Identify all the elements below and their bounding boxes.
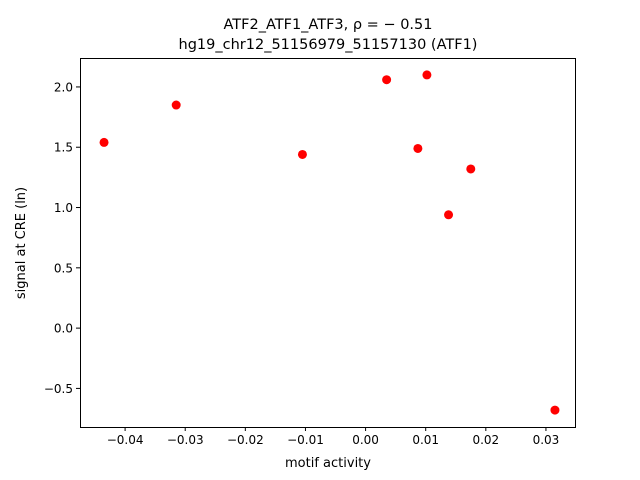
data-point bbox=[444, 210, 454, 220]
data-point bbox=[297, 149, 307, 159]
data-point bbox=[550, 405, 560, 415]
data-point bbox=[99, 137, 109, 147]
x-tick-label: −0.01 bbox=[287, 433, 324, 447]
x-tick-label: 0.00 bbox=[352, 433, 379, 447]
data-point bbox=[171, 100, 181, 110]
x-tick-label: −0.04 bbox=[107, 433, 144, 447]
data-points bbox=[99, 70, 560, 415]
y-axis-label: signal at CRE (ln) bbox=[14, 187, 29, 299]
chart-title-line1: ATF2_ATF1_ATF3, ρ = − 0.51 bbox=[224, 17, 433, 33]
y-tick-label: 1.0 bbox=[54, 201, 73, 215]
chart-title-line2: hg19_chr12_51156979_51157130 (ATF1) bbox=[179, 37, 478, 53]
y-tick-label: 1.5 bbox=[54, 141, 73, 155]
x-tick-label: −0.03 bbox=[167, 433, 204, 447]
x-axis-ticks: −0.04 −0.03 −0.02 −0.01 0.00 0.01 0.02 0.03 bbox=[107, 427, 560, 447]
x-tick-label: 0.02 bbox=[472, 433, 499, 447]
data-point bbox=[422, 70, 432, 80]
x-tick-label: 0.03 bbox=[533, 433, 560, 447]
y-tick-label: 2.0 bbox=[54, 80, 73, 94]
y-tick-label: 0.5 bbox=[54, 261, 73, 275]
data-point bbox=[382, 75, 392, 85]
y-tick-label: 0.0 bbox=[54, 322, 73, 336]
data-point bbox=[413, 143, 423, 153]
x-tick-label: 0.01 bbox=[412, 433, 439, 447]
x-tick-label: −0.02 bbox=[227, 433, 264, 447]
plot-area-frame bbox=[80, 58, 576, 428]
y-axis-ticks: −0.5 0.0 0.5 1.0 1.5 2.0 bbox=[44, 80, 80, 396]
y-tick-label: −0.5 bbox=[44, 382, 73, 396]
data-point bbox=[466, 164, 476, 174]
x-axis-label: motif activity bbox=[285, 456, 371, 471]
